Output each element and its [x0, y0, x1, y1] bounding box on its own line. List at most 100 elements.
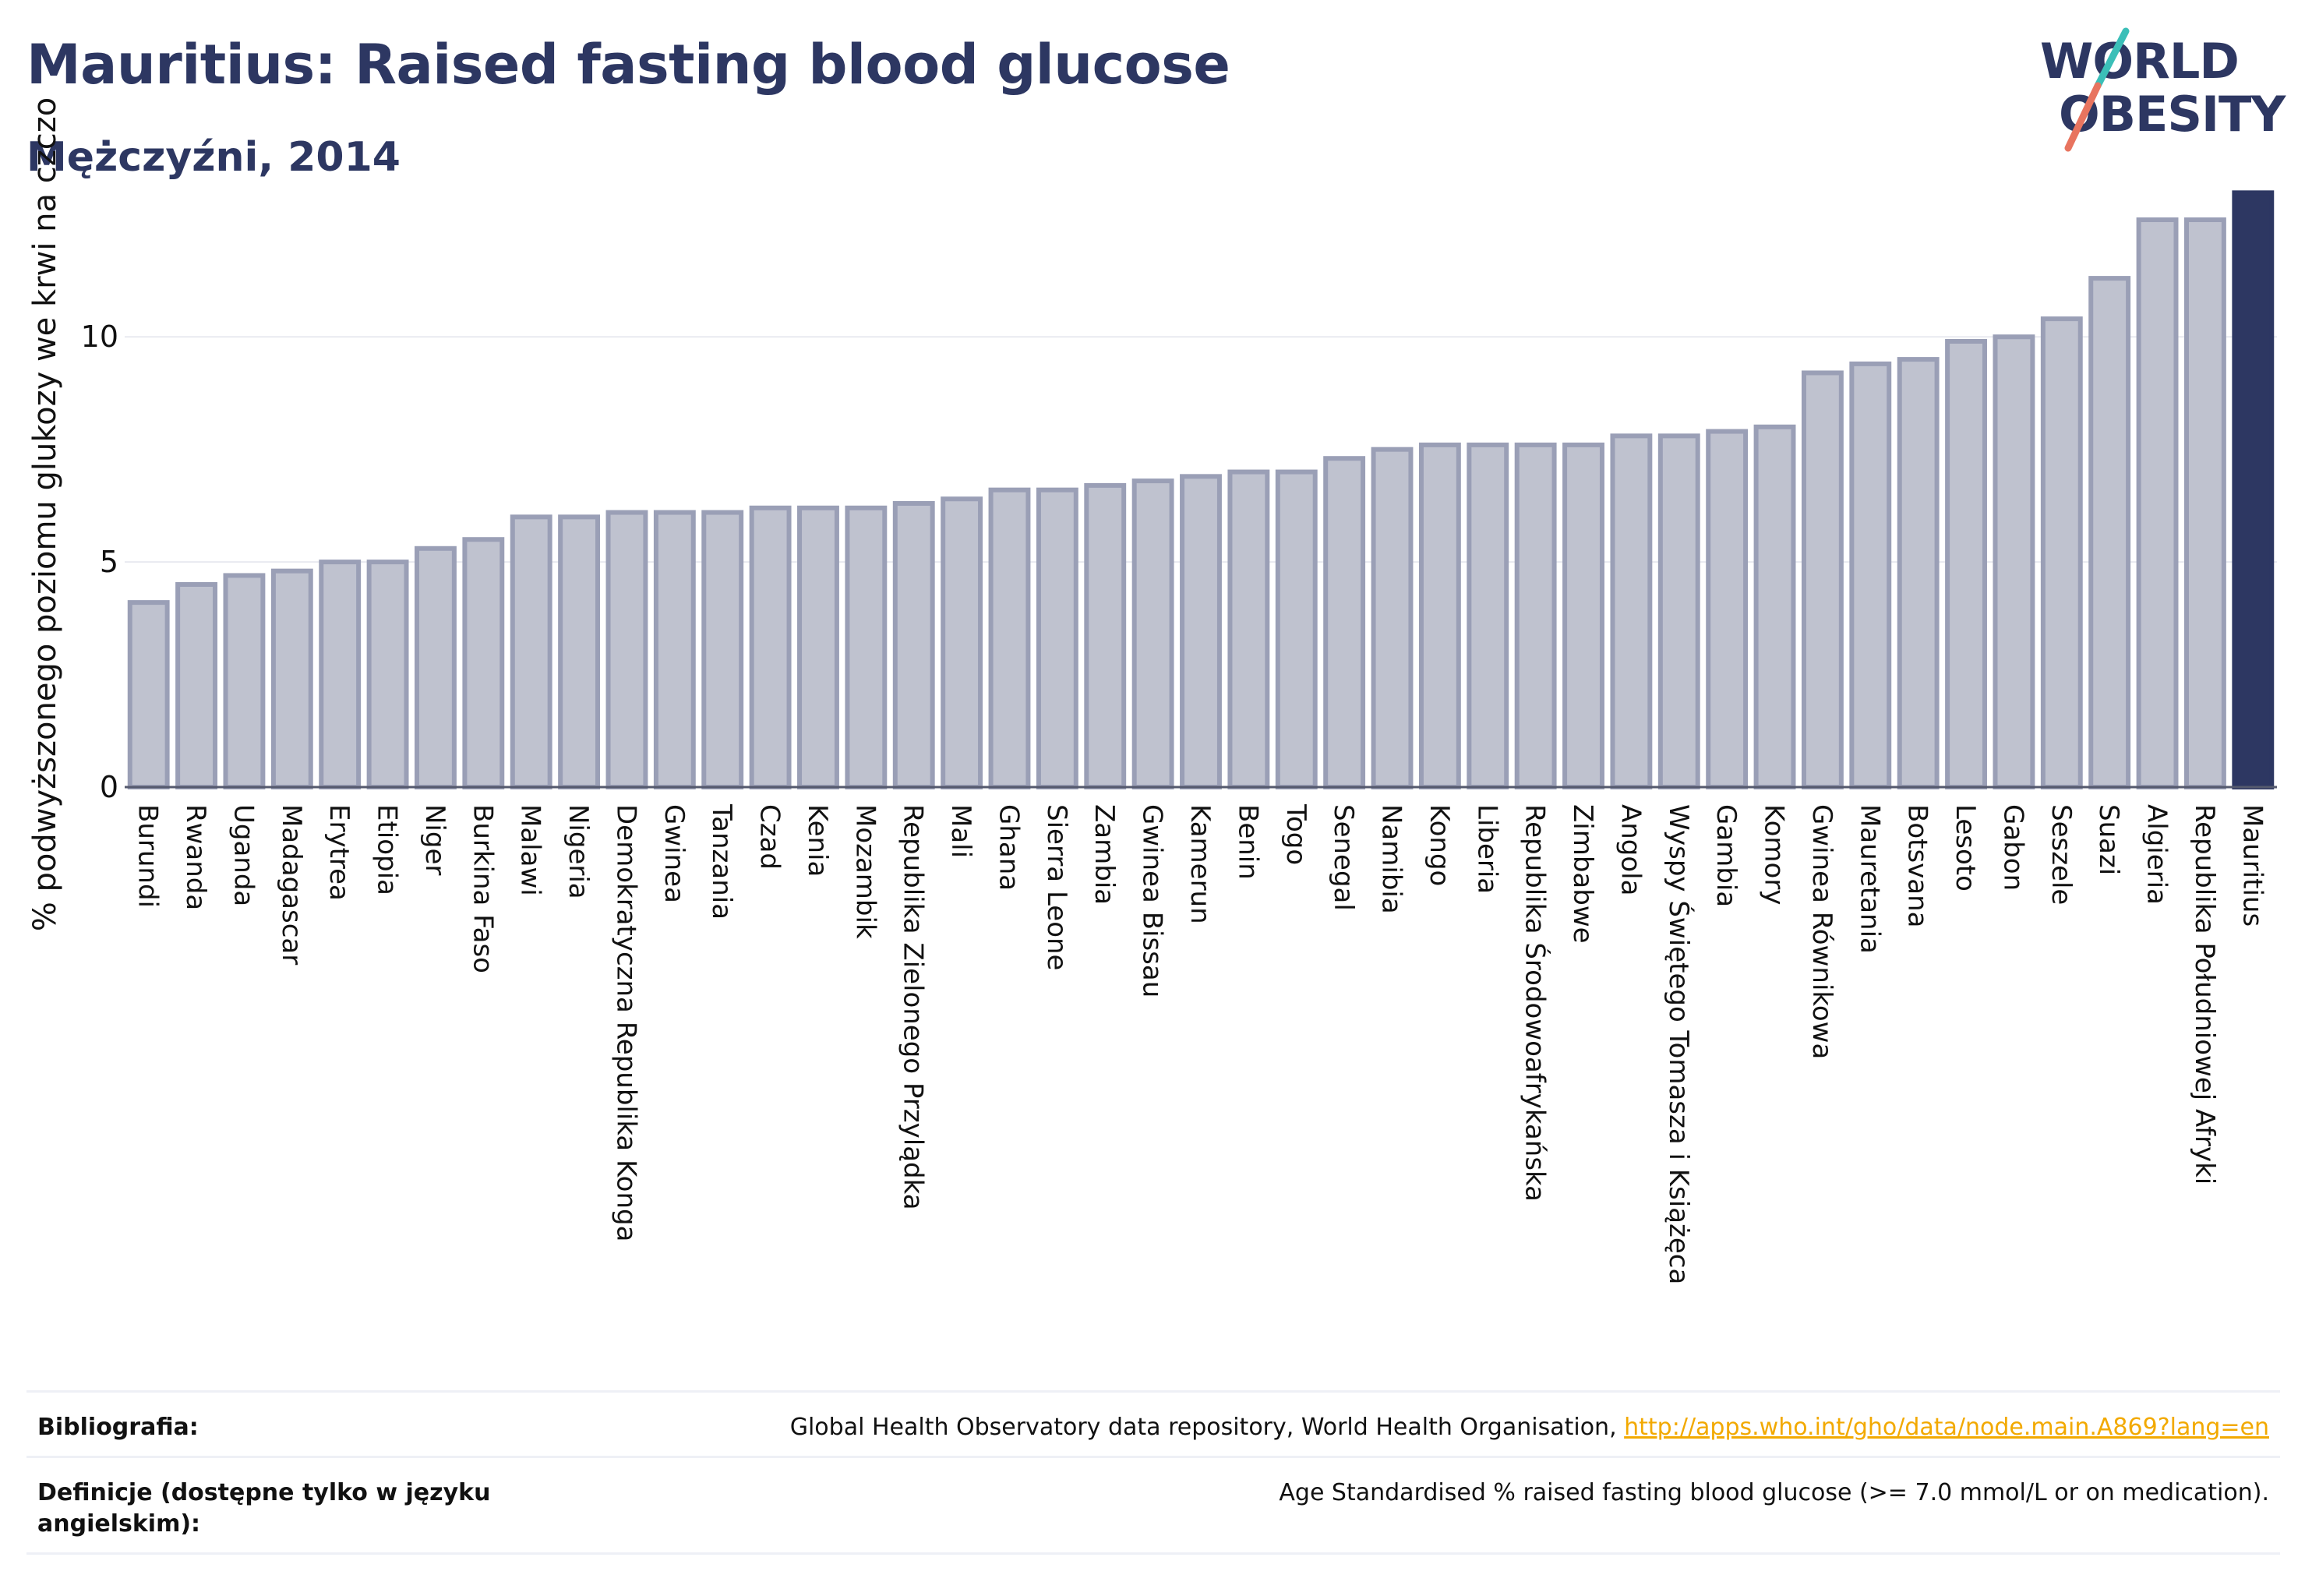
x-tick-label: Mali — [945, 804, 976, 858]
bar — [1610, 433, 1653, 789]
x-tick-label: Komory — [1759, 804, 1790, 905]
bar — [1753, 424, 1796, 789]
bar — [797, 505, 839, 789]
x-tick-label: Malawi — [515, 804, 546, 896]
x-tick-label: Ghana — [993, 804, 1024, 891]
bar — [1275, 469, 1318, 789]
x-tick-label: Mauritius — [2236, 804, 2268, 927]
chart-title: Mauritius: Raised fasting blood glucose — [26, 33, 1230, 97]
x-tick-label: Angola — [1615, 804, 1646, 895]
x-tick-label: Madagascar — [276, 804, 307, 965]
logo-slash-coral — [2064, 82, 2102, 152]
bar — [1180, 474, 1222, 789]
x-tick-label: Benin — [1232, 804, 1263, 880]
x-tick-label: Liberia — [1471, 804, 1502, 894]
x-tick-label: Republika Zielonego Przylądka — [898, 804, 929, 1210]
bar — [558, 514, 601, 789]
footer-divider-middle — [26, 1456, 2280, 1458]
bar — [2040, 316, 2083, 790]
bar — [1323, 456, 1366, 789]
x-tick-label: Zimbabwe — [1567, 804, 1598, 944]
bar — [845, 505, 888, 789]
bar — [1418, 442, 1461, 790]
bar — [1371, 447, 1414, 790]
x-tick-label: Burkina Faso — [467, 804, 498, 973]
bar — [1897, 357, 1940, 790]
x-tick-label: Gabon — [1997, 804, 2028, 891]
bar — [605, 510, 648, 789]
bar — [2232, 190, 2275, 790]
x-tick-label: Etiopia — [372, 804, 403, 895]
bar — [1993, 334, 2035, 789]
x-tick-label: Algieria — [2141, 804, 2173, 905]
x-tick-label: Demokratyczna Republika Konga — [610, 804, 641, 1241]
x-tick-label: Republika Środowoafrykańska — [1520, 804, 1551, 1202]
bar — [1467, 442, 1509, 790]
bar — [2136, 217, 2179, 789]
bar — [988, 487, 1031, 790]
logo-text-world: WORLD — [2040, 33, 2239, 90]
x-tick-label: Tanzania — [706, 803, 737, 920]
x-tick-label: Uganda — [228, 804, 259, 906]
x-tick-label: Mauretania — [1854, 804, 1885, 954]
bar — [1849, 361, 1892, 789]
y-tick-label: 5 — [100, 545, 118, 579]
x-tick-label: Kamerun — [1184, 804, 1216, 924]
bar — [366, 560, 409, 789]
x-tick-label: Erytrea — [323, 804, 355, 901]
x-tick-label: Suazi — [2093, 804, 2124, 875]
x-tick-label: Seszele — [2046, 804, 2077, 905]
bar — [1036, 487, 1078, 790]
x-tick-label: Burundi — [132, 804, 164, 908]
x-tick-label: Kongo — [1424, 804, 1455, 886]
bar-chart: 0 5 10 Burundi Rwanda Uganda Madagascar Erytrea… — [81, 190, 2277, 1284]
x-tick-label: Kenia — [802, 804, 833, 877]
bibliography-link[interactable]: http://apps.who.int/gho/data/node.main.A… — [1624, 1414, 2269, 1441]
bibliography-value: Global Health Observatory data repositor… — [790, 1412, 2269, 1443]
bar — [462, 537, 505, 789]
x-tick-label: Gwinea Równikowa — [1806, 804, 1837, 1059]
world-obesity-logo: WORLD OBESITY — [2040, 27, 2287, 152]
x-tick-label: Wyspy Świętego Tomasza i Książęca — [1663, 804, 1695, 1284]
bar — [1562, 442, 1604, 790]
bar — [1084, 482, 1127, 790]
bar — [1227, 469, 1270, 789]
bar — [1706, 429, 1749, 789]
x-tick-label: Niger — [419, 804, 450, 875]
bar — [1657, 433, 1700, 789]
bar — [749, 505, 792, 789]
bar — [1801, 370, 1844, 789]
bar — [319, 560, 362, 789]
bibliography-label: Bibliografia: — [37, 1414, 199, 1441]
chart-subtitle: Mężczyźni, 2014 — [26, 134, 401, 181]
bibliography-text: Global Health Observatory data repositor… — [789, 1414, 1625, 1441]
x-tick-label: Rwanda — [180, 804, 211, 910]
x-tick-label: Sierra Leone — [1041, 804, 1072, 970]
x-tick-label: Republika Południowej Afryki — [2189, 804, 2220, 1185]
x-tick-label: Mozambik — [849, 804, 881, 939]
bar — [892, 501, 935, 789]
bar — [1514, 442, 1557, 790]
logo-slash-teal — [2094, 27, 2130, 90]
x-tick-label: Zambia — [1089, 804, 1120, 905]
x-tick-label: Gwinea — [658, 804, 690, 903]
bar — [1131, 478, 1174, 789]
bar — [223, 573, 266, 789]
x-tick-label: Gambia — [1710, 804, 1742, 907]
bar — [415, 546, 457, 789]
x-tick-label: Senegal — [1328, 804, 1359, 911]
bar — [510, 514, 552, 789]
x-tick-label: Czad — [754, 804, 785, 870]
bar — [2183, 217, 2226, 789]
bar — [701, 510, 744, 789]
bar — [653, 510, 696, 789]
bar — [175, 582, 218, 789]
x-tick-label: Botsvana — [1902, 804, 1933, 928]
footer-divider-bottom — [26, 1552, 2280, 1555]
x-tick-label: Gwinea Bissau — [1137, 804, 1168, 998]
footer-divider-top — [26, 1390, 2280, 1393]
x-tick-label: Lesoto — [1950, 804, 1981, 892]
x-tick-label: Namibia — [1376, 804, 1407, 914]
definitions-value: Age Standardised % raised fasting blood … — [1279, 1479, 2269, 1506]
y-axis-label: % podwyższonego poziomu glukozy we krwi … — [27, 97, 63, 932]
